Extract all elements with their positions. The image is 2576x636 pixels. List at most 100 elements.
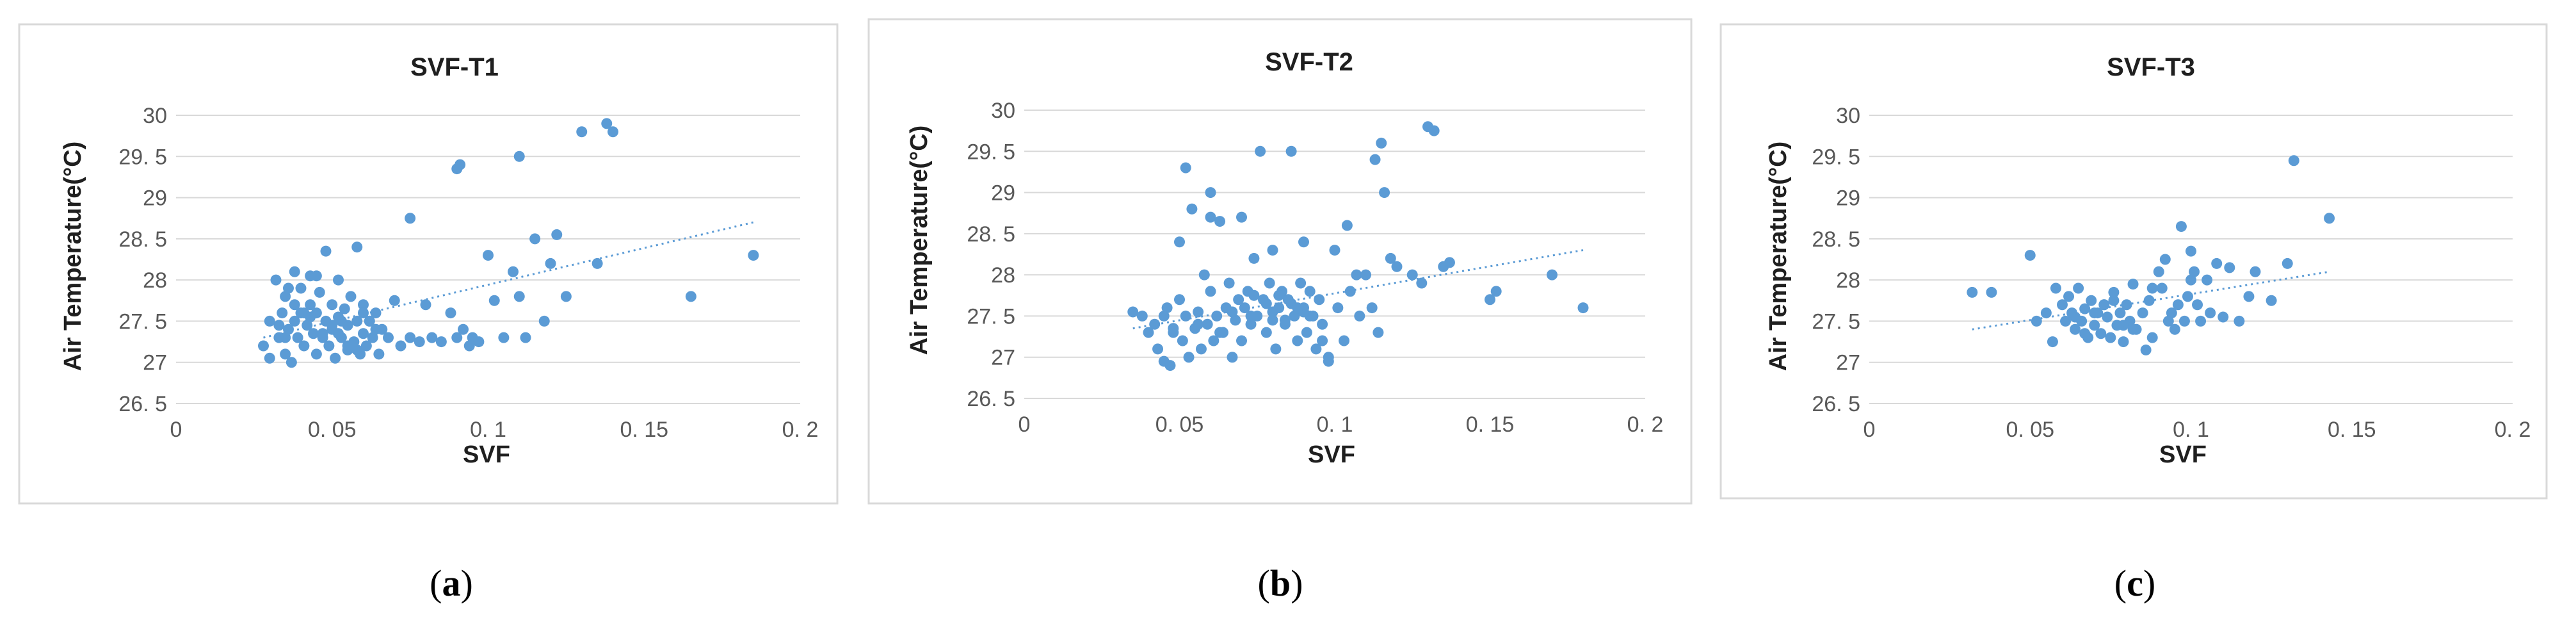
data-point: [2288, 155, 2299, 167]
trendline: [1972, 270, 2330, 330]
data-point: [451, 332, 463, 343]
data-point: [395, 340, 407, 352]
data-point: [1379, 187, 1390, 199]
data-point: [2211, 257, 2223, 269]
data-point: [1233, 294, 1244, 306]
chart-title: SVF-T2: [1265, 48, 1353, 76]
data-point: [1369, 154, 1381, 165]
data-point: [335, 315, 347, 327]
data-point: [2324, 213, 2335, 224]
x-tick-label: 0. 15: [620, 418, 668, 442]
data-point: [305, 311, 316, 323]
data-point: [283, 323, 294, 335]
chart-panel-1: 26. 5 27 27. 5 28 28. 5 29 29. 5 30 0 0. 05 0. 1 0.…: [18, 23, 839, 604]
data-point: [1344, 286, 1356, 297]
data-point: [1260, 327, 1272, 338]
y-tick-label: 28: [991, 263, 1015, 288]
data-point: [576, 126, 588, 138]
y-tick-label: 27. 5: [1812, 309, 1860, 334]
data-point: [1227, 352, 1238, 363]
y-tick-label: 29: [143, 186, 167, 211]
data-point: [1385, 252, 1396, 264]
caption-letter: c: [2127, 562, 2143, 604]
y-axis-label: Air Temperature(°C): [906, 126, 933, 355]
x-tick-label: 0. 2: [1627, 412, 1664, 437]
y-tick-label: 27. 5: [967, 304, 1015, 329]
x-tick-label: 0. 05: [1155, 412, 1204, 437]
data-point: [1180, 162, 1191, 174]
data-point: [2102, 311, 2113, 323]
data-point: [498, 332, 510, 343]
data-point: [2153, 266, 2164, 277]
data-point: [1205, 187, 1216, 199]
data-point: [2146, 282, 2158, 294]
data-point: [308, 328, 319, 339]
y-tick-label: 28: [143, 268, 167, 293]
data-point: [1273, 302, 1285, 314]
data-point: [1195, 343, 1207, 355]
data-point: [314, 286, 325, 298]
caption-close: ): [2143, 562, 2155, 604]
data-point: [1967, 286, 1978, 298]
data-point: [1577, 302, 1589, 314]
data-point: [2169, 323, 2180, 335]
data-point: [1292, 335, 1303, 347]
data-point: [317, 328, 328, 339]
chart-title: SVF-T3: [2107, 53, 2195, 81]
data-point: [2166, 307, 2177, 319]
y-tick-label: 30: [991, 99, 1015, 123]
data-point: [508, 266, 519, 277]
data-point: [1205, 211, 1216, 223]
data-point: [358, 307, 369, 319]
data-point: [370, 323, 382, 335]
data-point: [1245, 310, 1257, 322]
data-point: [280, 332, 291, 343]
data-point: [2186, 245, 2196, 257]
y-tick-label: 28. 5: [967, 222, 1015, 247]
data-point: [1285, 145, 1297, 157]
data-point: [1202, 318, 1213, 330]
data-point: [1341, 220, 1353, 231]
data-point: [1485, 294, 1495, 306]
data-point: [286, 357, 297, 368]
data-point: [289, 266, 300, 277]
data-point: [455, 159, 466, 170]
data-point: [592, 257, 603, 269]
data-point: [2182, 291, 2193, 302]
x-tick-label: 0. 05: [308, 418, 357, 442]
data-point: [2243, 291, 2255, 302]
data-point: [342, 340, 353, 352]
data-point: [2118, 320, 2129, 331]
data-point: [1186, 203, 1198, 215]
data-point: [1273, 289, 1285, 301]
data-point: [2162, 315, 2174, 327]
caption-letter: b: [1270, 562, 1291, 604]
data-point: [1366, 302, 1378, 314]
y-axis-label: Air Temperature(°C): [1765, 142, 1792, 371]
data-point: [320, 245, 332, 257]
x-axis-label: SVF: [1308, 441, 1355, 468]
data-point: [748, 250, 759, 261]
data-point: [298, 340, 310, 352]
data-point: [1193, 318, 1204, 330]
data-point: [426, 332, 438, 343]
x-tick-label: 0. 15: [1466, 412, 1515, 437]
data-point: [1295, 277, 1307, 289]
data-point: [608, 126, 618, 138]
x-tick-label: 0. 05: [2006, 418, 2054, 442]
caption-close: ): [1291, 562, 1303, 604]
data-point: [264, 315, 275, 327]
data-point: [2108, 286, 2120, 298]
data-point: [685, 291, 696, 302]
data-point: [463, 340, 475, 352]
data-point: [2282, 257, 2293, 269]
data-point: [2137, 307, 2148, 319]
y-tick-label: 29. 5: [967, 140, 1015, 164]
data-point: [1267, 245, 1278, 256]
data-point: [310, 348, 322, 360]
data-point: [389, 295, 400, 306]
data-point: [1264, 277, 1275, 289]
data-point: [2234, 315, 2245, 327]
data-point: [1174, 236, 1185, 248]
data-point: [2127, 323, 2139, 335]
